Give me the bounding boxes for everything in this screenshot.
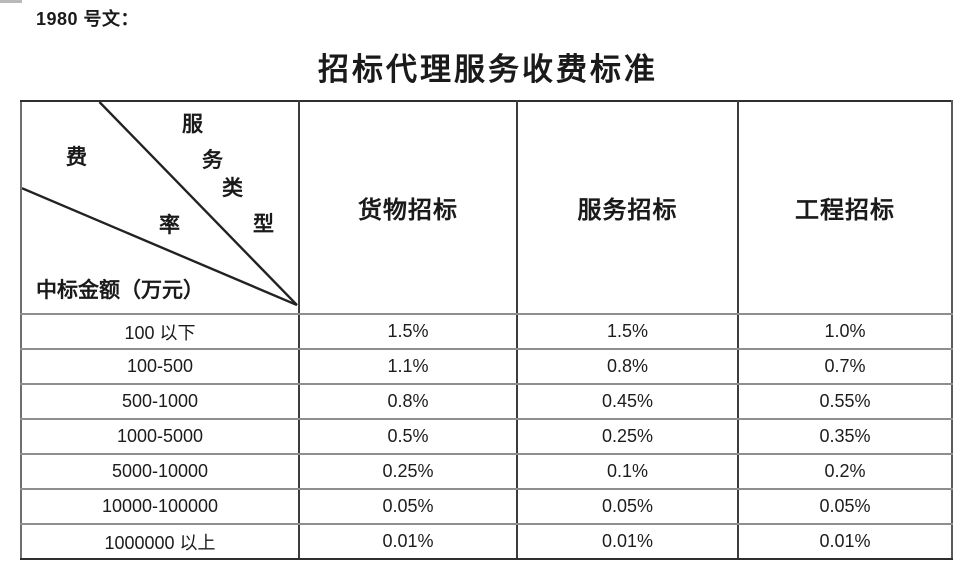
diagonal-divider-lines — [22, 102, 298, 307]
header-row: 服 务 类 型 费 率 中标金额（万元） 货物招标 服务招标 工程招标 — [20, 100, 953, 315]
rate-cell: 0.25% — [298, 453, 518, 490]
page-title: 招标代理服务收费标准 — [318, 52, 658, 88]
table-row: 1000-5000 0.5% 0.25% 0.35% — [20, 418, 953, 455]
column-header-service-bidding: 服务招标 — [516, 100, 739, 315]
corner-amount-label: 中标金额（万元） — [36, 277, 204, 302]
rate-cell: 0.8% — [298, 383, 518, 420]
corner-fee-rate-char-2: 率 — [159, 212, 180, 237]
rate-cell: 0.05% — [737, 488, 953, 525]
table-row: 100-500 1.1% 0.8% 0.7% — [20, 348, 953, 385]
diagonal-line-upper — [98, 102, 298, 306]
corner-service-type-char-3: 类 — [222, 175, 243, 200]
amount-cell: 10000-100000 — [20, 488, 300, 525]
rate-cell: 0.55% — [737, 383, 953, 420]
rate-cell: 0.05% — [298, 488, 518, 525]
rate-cell: 0.25% — [516, 418, 739, 455]
scan-artifact — [0, 0, 22, 3]
rate-cell: 0.1% — [516, 453, 739, 490]
amount-cell: 100-500 — [20, 348, 300, 385]
doc-ref: 1980 号文： — [36, 9, 140, 29]
diagonal-line-lower — [22, 187, 298, 307]
corner-fee-rate-char-1: 费 — [66, 144, 87, 169]
rate-cell: 0.01% — [298, 523, 518, 560]
amount-cell: 5000-10000 — [20, 453, 300, 490]
rate-cell: 1.0% — [737, 313, 953, 350]
column-header-goods-bidding: 货物招标 — [298, 100, 518, 315]
rate-cell: 1.5% — [516, 313, 739, 350]
amount-cell: 100 以下 — [20, 313, 300, 350]
rate-cell: 0.45% — [516, 383, 739, 420]
corner-service-type-char-2: 务 — [202, 147, 223, 172]
fee-table: 服 务 类 型 费 率 中标金额（万元） 货物招标 服务招标 工程招标 100 … — [20, 100, 953, 560]
corner-header-cell: 服 务 类 型 费 率 中标金额（万元） — [20, 100, 300, 315]
rate-cell: 0.5% — [298, 418, 518, 455]
rate-cell: 0.2% — [737, 453, 953, 490]
amount-cell: 1000-5000 — [20, 418, 300, 455]
table-row: 500-1000 0.8% 0.45% 0.55% — [20, 383, 953, 420]
rate-cell: 1.5% — [298, 313, 518, 350]
rate-cell: 0.7% — [737, 348, 953, 385]
table-row: 10000-100000 0.05% 0.05% 0.05% — [20, 488, 953, 525]
rate-cell: 0.8% — [516, 348, 739, 385]
rate-cell: 0.35% — [737, 418, 953, 455]
corner-service-type-char-4: 型 — [253, 211, 274, 236]
column-header-engineering-bidding: 工程招标 — [737, 100, 953, 315]
amount-cell: 500-1000 — [20, 383, 300, 420]
corner-service-type-char-1: 服 — [182, 111, 203, 136]
table-row: 1000000 以上 0.01% 0.01% 0.01% — [20, 523, 953, 560]
amount-cell: 1000000 以上 — [20, 523, 300, 560]
rate-cell: 0.05% — [516, 488, 739, 525]
rate-cell: 0.01% — [737, 523, 953, 560]
table-row: 5000-10000 0.25% 0.1% 0.2% — [20, 453, 953, 490]
table-row: 100 以下 1.5% 1.5% 1.0% — [20, 313, 953, 350]
rate-cell: 0.01% — [516, 523, 739, 560]
rate-cell: 1.1% — [298, 348, 518, 385]
